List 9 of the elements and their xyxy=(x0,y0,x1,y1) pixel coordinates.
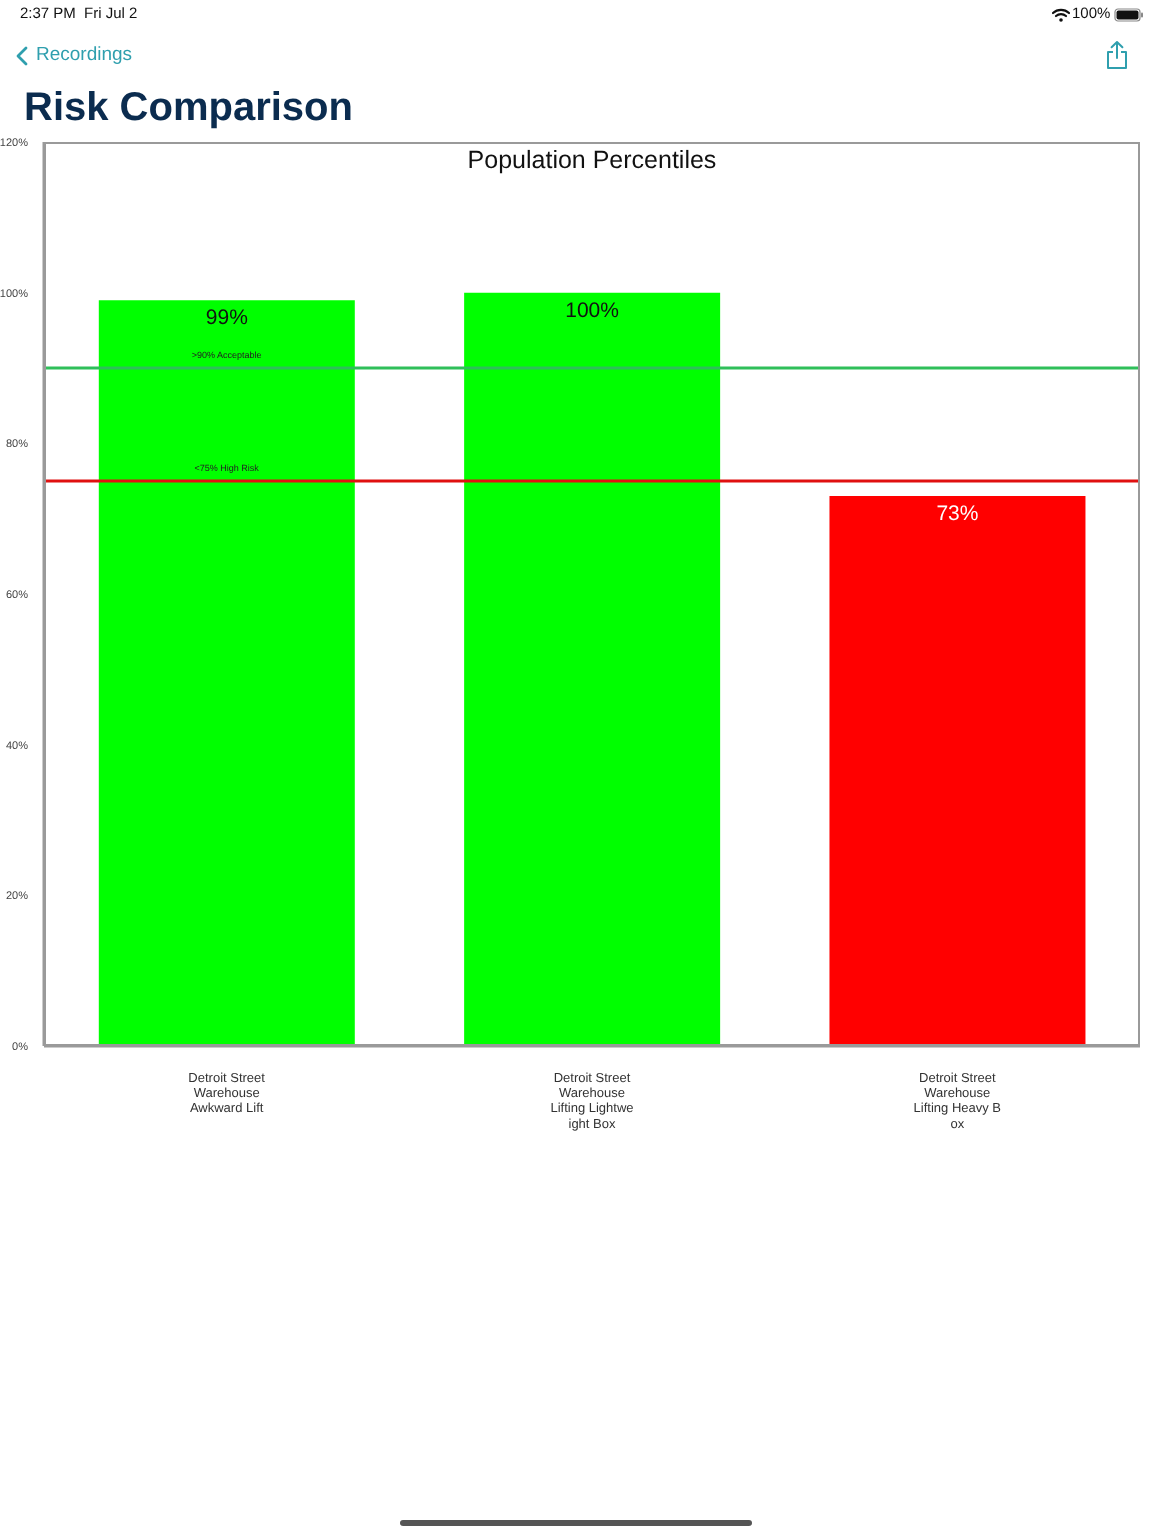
data-label: 73% xyxy=(936,502,979,527)
bar xyxy=(98,300,355,1046)
data-label: 99% xyxy=(205,306,248,331)
text: Recordings xyxy=(36,43,133,65)
chart-subtitle: Population Percentiles xyxy=(465,146,719,174)
data-label: 100% xyxy=(565,298,619,323)
bar xyxy=(464,292,721,1046)
chart-title: Risk Comparison xyxy=(24,86,353,132)
bar xyxy=(829,496,1086,1046)
